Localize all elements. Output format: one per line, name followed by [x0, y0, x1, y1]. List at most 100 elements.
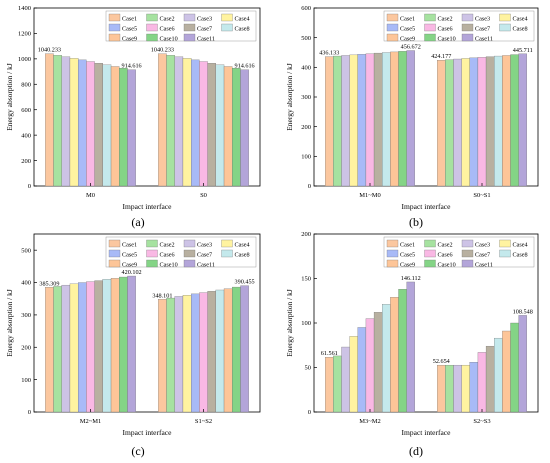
- chart-panel-1: 0 200 400 600 800 1000 1200 1400 Energy absorpti…: [5, 5, 261, 229]
- y-axis-label: Energy absorption / kJ: [285, 63, 294, 131]
- legend-swatch: [461, 239, 474, 248]
- bar-case1-2: [158, 53, 167, 187]
- x-axis-label: Impact interface: [123, 428, 173, 437]
- legend-entry: Case10: [160, 261, 178, 268]
- bar-case4-2: [182, 295, 192, 413]
- y-tick-label: 50: [305, 365, 312, 372]
- bar-case1-1: [325, 357, 334, 413]
- bar-case6-1: [86, 61, 95, 187]
- legend: Case1 Case2 Case3 Case4 Case5 Case6 Case7 Case8…: [105, 10, 257, 42]
- legend-entry: Case9: [122, 261, 137, 268]
- bar-case2-1: [53, 286, 62, 413]
- legend-swatch: [221, 249, 233, 258]
- bar-case11-1: [127, 275, 136, 413]
- bar-case11-2: [240, 285, 249, 413]
- bar-case10-1: [119, 276, 128, 413]
- legend-swatch: [108, 259, 121, 268]
- legend-swatch: [221, 239, 233, 248]
- legend-swatch: [183, 23, 196, 32]
- y-tick-label: 400: [301, 65, 311, 72]
- data-label: 1040.233: [151, 47, 174, 54]
- legend-swatch: [461, 23, 474, 32]
- bar-case8-2: [494, 55, 503, 187]
- legend-entry: Case1: [400, 15, 415, 22]
- bar-case9-1: [110, 278, 120, 413]
- bar-case6-2: [199, 292, 208, 413]
- legend-swatch: [499, 249, 511, 258]
- legend-swatch: [221, 23, 233, 32]
- bar-case11-2: [240, 69, 249, 187]
- bar-case4-1: [349, 54, 358, 187]
- y-tick-label: 100: [301, 320, 311, 327]
- legend-entry: Case4: [235, 241, 250, 248]
- bar-case10-2: [510, 54, 519, 187]
- bar-case2-2: [166, 55, 175, 187]
- bar-case1-1: [325, 56, 334, 187]
- bar-case9-2: [502, 55, 511, 187]
- bar-case4-2: [461, 364, 470, 413]
- data-label: 914.616: [235, 63, 255, 70]
- legend-entry: Case11: [197, 261, 215, 268]
- legend-entry: Case3: [197, 241, 212, 248]
- legend-entry: Case5: [122, 25, 137, 32]
- legend-entry: Case2: [160, 15, 175, 22]
- y-tick-label: 400: [21, 132, 31, 139]
- bar-case2-1: [333, 55, 342, 187]
- y-axis-label: Energy absorption / kJ: [285, 289, 294, 357]
- legend-swatch: [386, 259, 399, 268]
- legend-swatch: [424, 33, 436, 42]
- legend-swatch: [424, 13, 436, 22]
- bar-case1-1: [45, 287, 54, 413]
- data-label: 385.309: [39, 280, 59, 287]
- legend-swatch: [108, 249, 121, 258]
- bar-case9-1: [390, 51, 399, 187]
- bar-case2-1: [53, 55, 62, 187]
- bar-case5-1: [78, 282, 87, 413]
- data-label: 390.455: [235, 279, 255, 286]
- bar-case4-1: [69, 283, 79, 413]
- data-label: 146.112: [401, 275, 421, 282]
- legend-entry: Case9: [400, 261, 415, 268]
- x-tick-label: M2~M1: [80, 418, 102, 425]
- bar-case7-1: [94, 63, 103, 187]
- bar-case7-2: [485, 56, 495, 187]
- legend-entry: Case8: [513, 251, 528, 258]
- bar-case9-1: [390, 297, 399, 413]
- y-tick-label: 1200: [18, 31, 31, 38]
- y-tick-label: 600: [301, 5, 311, 12]
- bar-case5-1: [357, 54, 367, 187]
- panel-label: (c): [131, 444, 144, 458]
- bar-case10-2: [510, 322, 519, 413]
- x-tick-label: M0: [86, 192, 95, 199]
- bar-case3-1: [61, 56, 71, 187]
- legend-entry: Case5: [400, 251, 415, 258]
- y-tick-label: 100: [21, 377, 31, 384]
- legend-entry: Case3: [197, 15, 212, 22]
- chart-panel-4: 0 50 100 150 200 Energy absorption / kJ M3~M2 S…: [285, 231, 539, 458]
- y-tick-label: 800: [21, 81, 31, 88]
- x-axis-label: Impact interface: [123, 202, 173, 211]
- y-tick-label: 500: [301, 35, 311, 42]
- y-tick-label: 300: [21, 312, 31, 319]
- legend-entry: Case4: [235, 15, 250, 22]
- bar-case11-2: [518, 315, 527, 413]
- legend-entry: Case6: [438, 25, 453, 32]
- bar-case6-1: [86, 281, 95, 413]
- legend-swatch: [386, 239, 399, 248]
- legend-entry: Case9: [122, 35, 137, 42]
- bar-case10-1: [398, 289, 407, 413]
- y-tick-label: 200: [21, 344, 31, 351]
- bar-case5-1: [357, 327, 367, 413]
- bar-case10-1: [119, 67, 128, 187]
- legend-entry: Case7: [475, 251, 490, 258]
- x-tick-label: M1~M0: [359, 192, 381, 199]
- bar-case7-2: [485, 345, 495, 413]
- bar-case2-2: [445, 364, 454, 413]
- bar-case8-1: [102, 279, 112, 413]
- bar-case4-1: [69, 58, 79, 187]
- legend-swatch: [108, 13, 121, 22]
- legend-entry: Case1: [400, 241, 415, 248]
- y-tick-label: 600: [21, 107, 31, 114]
- bar-case11-1: [127, 69, 136, 187]
